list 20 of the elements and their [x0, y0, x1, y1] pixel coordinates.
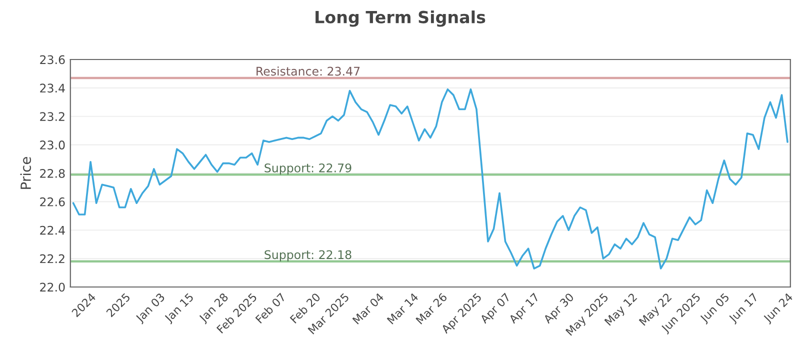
- text: 23.4: [40, 84, 65, 93]
- text: 22.4: [40, 226, 65, 235]
- ref-line-label: Resistance: 23.47: [256, 66, 360, 76]
- x-tick-label: Apr 17: [508, 292, 542, 326]
- chart-title: Long Term Signals: [316, 10, 486, 27]
- text: 23.0: [40, 140, 65, 150]
- x-tick-label: Jun 24: [762, 292, 795, 325]
- ref-line-label: Support: 22.18: [264, 250, 352, 262]
- y-axis-title: Price: [20, 157, 32, 189]
- x-tick-label: Jun 17: [728, 292, 760, 325]
- x-tick-label: Jan 15: [164, 292, 196, 324]
- x-tick-label: Mar 04: [352, 292, 384, 324]
- x-tick-label: Feb 07: [255, 292, 286, 324]
- ref-line-label: Support: 22.79: [264, 163, 352, 175]
- text: 22.0: [40, 282, 65, 292]
- text: 22.6: [40, 197, 65, 206]
- text: 22.2: [40, 254, 64, 264]
- text: 22.8: [40, 168, 65, 178]
- text: 23.6: [40, 55, 65, 64]
- text: 23.2: [40, 112, 64, 122]
